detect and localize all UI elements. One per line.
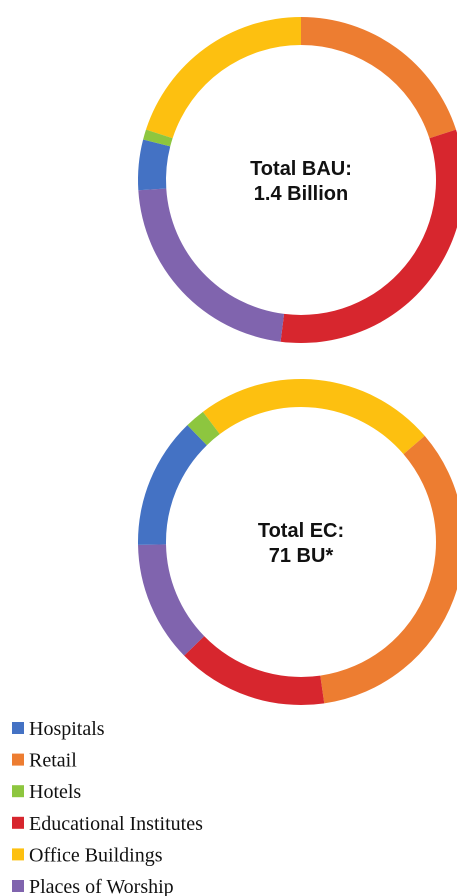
donut-slice <box>202 379 425 455</box>
donut-slice <box>280 129 457 343</box>
center-label: Total EC: <box>258 520 344 542</box>
donut-slice <box>184 636 325 705</box>
center-label: 1.4 Billion <box>254 183 348 205</box>
legend-swatch <box>12 880 24 892</box>
legend-label: Office Buildings <box>29 844 163 866</box>
legend-swatch <box>12 816 24 829</box>
donut-slice <box>145 17 301 139</box>
legend-swatch <box>12 722 24 734</box>
legend-swatch <box>12 785 24 798</box>
legend-label: Hospitals <box>29 718 105 740</box>
donut-slice <box>320 435 457 704</box>
donut-slice <box>143 129 173 147</box>
donut-slice <box>138 544 205 656</box>
center-label: Total BAU: <box>250 158 352 180</box>
donut-slice <box>138 425 207 545</box>
donut-slice <box>187 411 220 446</box>
donut-slice <box>138 139 171 191</box>
center-label: 71 BU* <box>269 545 334 567</box>
legend-label: Hotels <box>29 781 81 803</box>
legend-label: Educational Institutes <box>29 813 203 835</box>
legend-swatch <box>12 848 24 861</box>
donut-slice <box>138 188 285 342</box>
donut-slice <box>301 17 457 139</box>
legend-swatch <box>12 753 24 766</box>
legend-label: Retail <box>29 750 77 772</box>
legend-label: Places of Worship <box>29 876 174 896</box>
